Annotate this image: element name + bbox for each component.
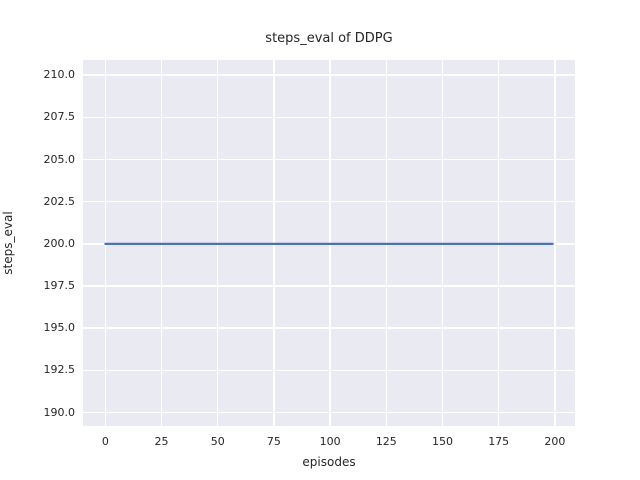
gridline-vertical [554, 60, 556, 426]
y-tick-label: 205.0 [43, 152, 76, 166]
x-tick-label: 150 [432, 435, 453, 448]
gridline-horizontal [83, 158, 575, 161]
y-tick-label: 190.0 [43, 405, 76, 419]
y-tick-label: 210.0 [43, 68, 76, 82]
y-tick-label: 200.0 [43, 236, 76, 250]
x-tick-label: 200 [544, 435, 566, 448]
gridline-horizontal [83, 116, 575, 119]
y-tick-label: 197.5 [43, 279, 76, 292]
y-tick-label: 202.5 [43, 194, 76, 208]
y-tick-label: 207.5 [43, 110, 76, 124]
gridline-horizontal [83, 411, 575, 414]
x-axis-label: episodes [302, 455, 356, 469]
x-tick-label: 100 [319, 435, 341, 448]
gridline-horizontal [83, 74, 575, 76]
gridline-horizontal [83, 327, 575, 329]
x-tick-label: 125 [375, 435, 397, 448]
gridline-horizontal [83, 200, 575, 203]
x-tick-label: 75 [266, 435, 281, 448]
x-tick-label: 175 [488, 435, 510, 448]
gridline-horizontal [83, 285, 575, 287]
gridline-horizontal [83, 369, 575, 372]
chart-title: steps_eval of DDPG [265, 31, 393, 46]
x-tick-label: 0 [101, 435, 109, 448]
y-tick-label: 192.5 [43, 363, 76, 377]
x-tick-label: 25 [154, 435, 169, 448]
plot-area [83, 60, 575, 426]
y-tick-label: 195.0 [43, 321, 76, 335]
x-tick-label: 50 [210, 435, 225, 448]
series-layer [104, 242, 554, 245]
